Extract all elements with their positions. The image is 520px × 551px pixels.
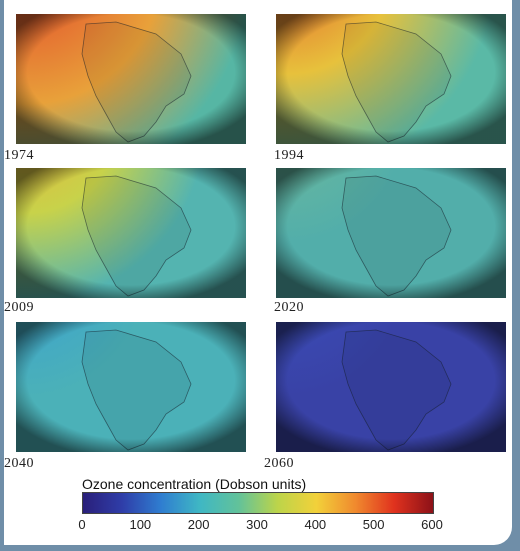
legend-tick-300: 300 (246, 517, 268, 532)
globe-map-2040 (16, 322, 246, 452)
legend-title: Ozone concentration (Dobson units) (82, 476, 307, 492)
globe-map-2020 (276, 168, 506, 298)
globe-shading (276, 168, 506, 298)
legend-tick-100: 100 (129, 517, 152, 532)
globe-map-1994 (276, 14, 506, 144)
globe-shading (16, 14, 246, 144)
globe-svg (16, 14, 246, 144)
year-label-2040: 2040 (4, 456, 34, 471)
figure-card: 1974 1994 2009 2020 2040 2060 Ozone conc… (4, 0, 512, 545)
legend-tick-400: 400 (304, 517, 327, 532)
globe-map-2060 (276, 322, 506, 452)
legend-tick-0: 0 (78, 517, 86, 532)
globe-shading (16, 168, 246, 298)
year-label-2009: 2009 (4, 300, 34, 315)
legend-tick-600: 600 (421, 517, 443, 532)
globe-shading (276, 322, 506, 452)
globe-svg (276, 322, 506, 452)
globe-svg (276, 168, 506, 298)
legend-tick-200: 200 (187, 517, 210, 532)
globe-shading (16, 322, 246, 452)
globe-map-1974 (16, 14, 246, 144)
globe-svg (16, 322, 246, 452)
year-label-2060: 2060 (264, 456, 294, 471)
legend-tick-500: 500 (362, 517, 385, 532)
year-label-1994: 1994 (274, 148, 304, 163)
globe-svg (16, 168, 246, 298)
year-label-2020: 2020 (274, 300, 304, 315)
globe-svg (276, 14, 506, 144)
legend-color-bar (82, 492, 434, 514)
globe-shading (276, 14, 506, 144)
year-label-1974: 1974 (4, 148, 34, 163)
globe-map-2009 (16, 168, 246, 298)
